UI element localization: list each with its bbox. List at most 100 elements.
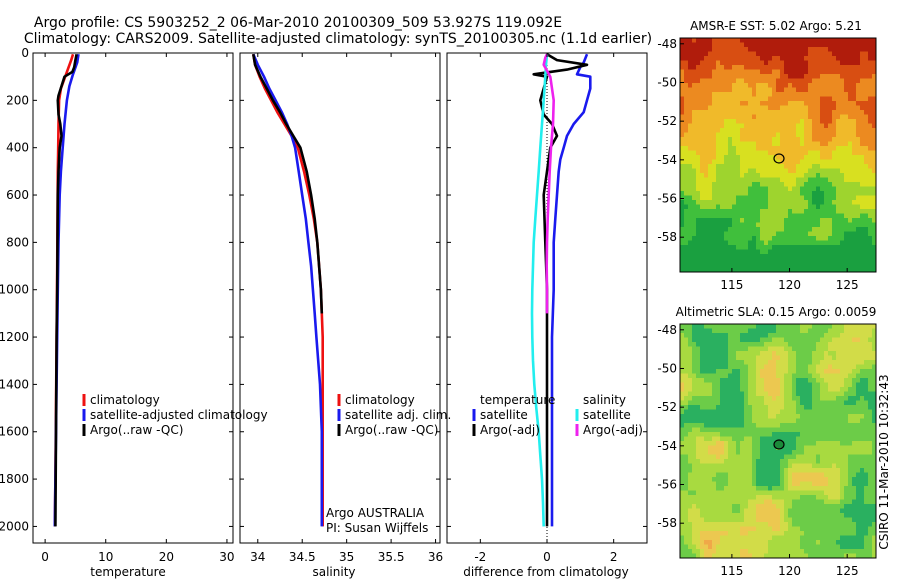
heatmap-cell <box>840 486 845 491</box>
heatmap-cell <box>756 38 761 43</box>
heatmap-cell <box>696 364 701 370</box>
heatmap-cell <box>752 495 757 500</box>
heatmap-cell <box>868 119 873 124</box>
heatmap-cell <box>828 477 833 482</box>
heatmap-cell <box>836 364 841 370</box>
heatmap-cell <box>832 60 837 66</box>
heatmap-cell <box>756 477 761 482</box>
heatmap-cell <box>836 213 841 219</box>
heatmap-cell <box>696 432 701 437</box>
heatmap-cell <box>720 418 725 424</box>
heatmap-cell <box>860 222 865 228</box>
heatmap-cell <box>700 445 705 451</box>
heatmap-cell <box>680 391 685 397</box>
heatmap-cell <box>692 436 697 442</box>
heatmap-cell <box>740 150 745 156</box>
heatmap-cell <box>768 240 773 246</box>
heatmap-cell <box>712 213 717 219</box>
heatmap-cell <box>828 69 833 75</box>
heatmap-cell <box>720 60 725 66</box>
heatmap-cell <box>736 522 741 527</box>
heatmap-cell <box>720 92 725 97</box>
heatmap-cell <box>732 432 737 437</box>
heatmap-cell <box>812 400 817 406</box>
heatmap-cell <box>796 213 801 219</box>
heatmap-cell <box>856 128 861 133</box>
heatmap-cell <box>744 164 749 169</box>
heatmap-cell <box>708 436 713 442</box>
heatmap-cell <box>696 373 701 379</box>
heatmap-cell <box>716 382 721 388</box>
heatmap-cell <box>748 119 753 124</box>
heatmap-cell <box>808 191 813 196</box>
heatmap-cell <box>832 119 837 124</box>
heatmap-cell <box>776 47 781 52</box>
heatmap-cell <box>748 342 753 347</box>
heatmap-cell <box>840 459 845 464</box>
heatmap-cell <box>732 477 737 482</box>
heatmap-cell <box>772 378 777 383</box>
heatmap-cell <box>716 177 721 183</box>
heatmap-cell <box>812 155 817 160</box>
heatmap-cell <box>772 177 777 183</box>
heatmap-cell <box>788 333 793 338</box>
principal-investigator-label: PI: Susan Wijffels <box>326 521 428 535</box>
heatmap-cell <box>764 328 769 334</box>
heatmap-cell <box>844 414 849 419</box>
heatmap-cell <box>812 150 817 156</box>
heatmap-cell <box>804 472 809 478</box>
heatmap-cell <box>700 222 705 228</box>
heatmap-cell <box>864 132 869 138</box>
heatmap-cell <box>696 114 701 120</box>
heatmap-cell <box>812 74 817 79</box>
heatmap-cell <box>852 378 857 383</box>
heatmap-cell <box>756 182 761 187</box>
heatmap-cell <box>848 200 853 205</box>
heatmap-cell <box>872 218 877 223</box>
heatmap-cell <box>852 51 857 57</box>
heatmap-cell <box>852 409 857 415</box>
x-tick-label: 0 <box>41 550 49 564</box>
heatmap-cell <box>744 110 749 115</box>
heatmap-cell <box>708 418 713 424</box>
heatmap-cell <box>744 254 749 259</box>
heatmap-cell <box>832 477 837 482</box>
heatmap-cell <box>852 477 857 482</box>
heatmap-cell <box>684 258 689 264</box>
heatmap-cell <box>824 355 829 361</box>
heatmap-cell <box>836 508 841 514</box>
heatmap-cell <box>824 218 829 223</box>
heatmap-cell <box>780 236 785 241</box>
heatmap-cell <box>700 78 705 84</box>
heatmap-cell <box>716 119 721 124</box>
heatmap-cell <box>824 513 829 518</box>
heatmap-cell <box>708 513 713 518</box>
heatmap-cell <box>800 236 805 241</box>
heatmap-cell <box>744 38 749 43</box>
heatmap-cell <box>696 186 701 192</box>
heatmap-cell <box>684 159 689 165</box>
heatmap-cell <box>844 159 849 165</box>
heatmap-cell <box>792 204 797 210</box>
heatmap-cell <box>784 42 789 48</box>
heatmap-cell <box>784 204 789 210</box>
heatmap-cell <box>868 360 873 365</box>
heatmap-cell <box>768 137 773 142</box>
heatmap-cell <box>804 78 809 84</box>
heatmap-cell <box>776 324 781 329</box>
heatmap-cell <box>772 508 777 514</box>
heatmap-cell <box>756 227 761 232</box>
heatmap-cell <box>760 132 765 138</box>
heatmap-cell <box>832 432 837 437</box>
heatmap-cell <box>756 200 761 205</box>
heatmap-cell <box>868 132 873 138</box>
heatmap-cell <box>784 245 789 250</box>
heatmap-cell <box>712 123 717 129</box>
heatmap-cell <box>812 186 817 192</box>
heatmap-cell <box>728 499 733 505</box>
heatmap-cell <box>708 83 713 88</box>
heatmap-cell <box>712 382 717 388</box>
heatmap-cell <box>732 132 737 138</box>
heatmap-cell <box>768 346 773 352</box>
